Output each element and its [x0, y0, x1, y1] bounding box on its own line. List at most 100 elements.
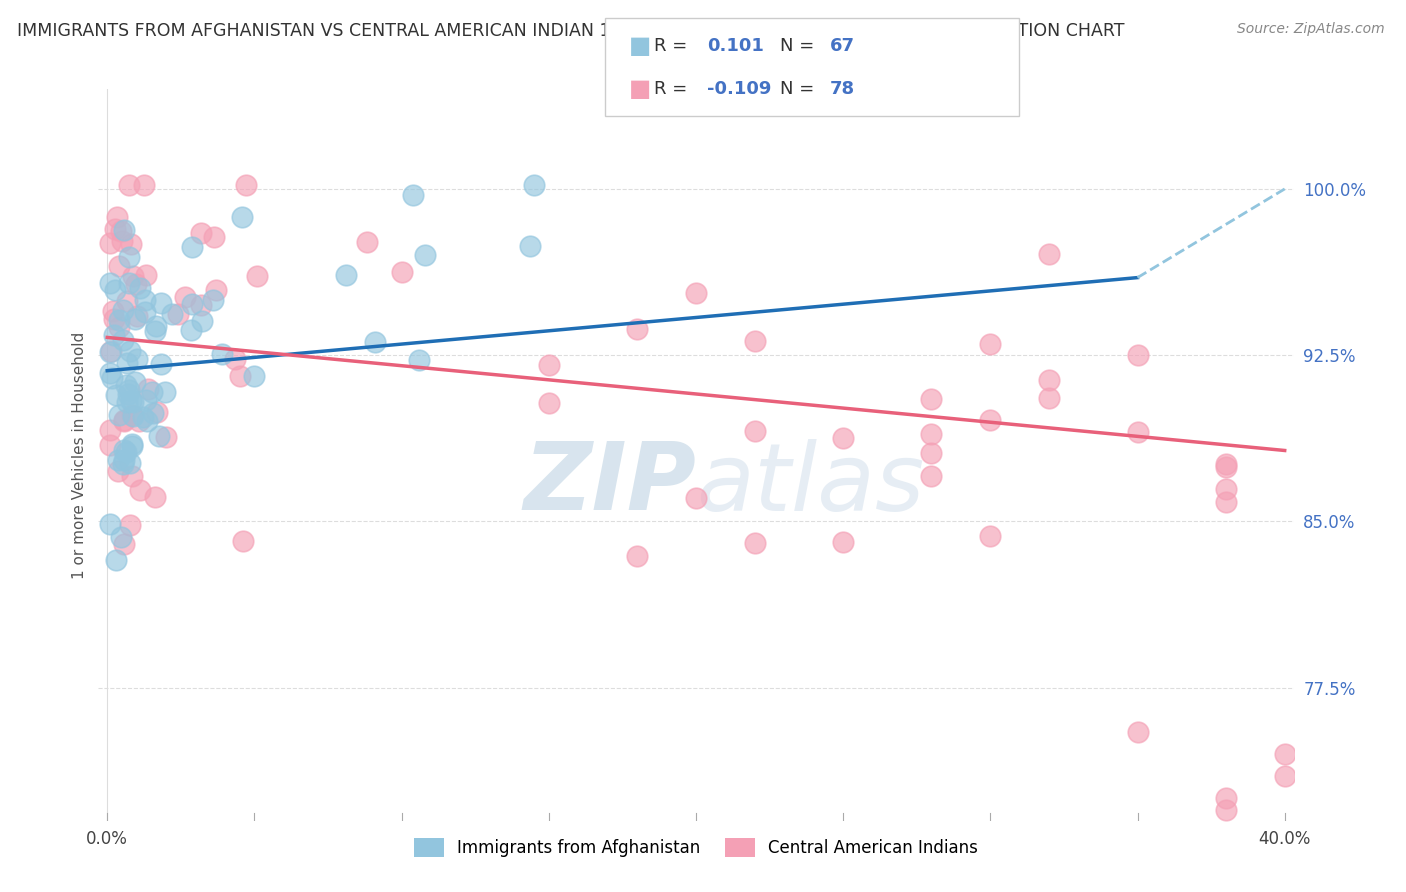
Point [103, 327, 125, 342]
Point [125, 277, 148, 292]
Point [110, 224, 132, 238]
Point [98, 276, 121, 290]
Point [136, 414, 159, 428]
Point [1126, 349, 1149, 363]
Point [107, 409, 129, 423]
Point [111, 333, 134, 347]
Point [105, 210, 128, 224]
Point [98, 516, 121, 531]
Point [117, 293, 139, 308]
Point [979, 336, 1001, 351]
Text: 0.101: 0.101 [707, 37, 763, 55]
Point [685, 491, 707, 505]
Point [626, 322, 648, 336]
Point [121, 469, 143, 483]
Point [1038, 247, 1060, 261]
Point [391, 265, 413, 279]
Point [115, 445, 138, 459]
Point [153, 385, 176, 400]
Point [101, 370, 124, 384]
Point [202, 293, 225, 308]
Point [232, 534, 254, 549]
Point [110, 530, 132, 544]
Point [402, 188, 425, 202]
Point [134, 304, 156, 318]
Text: atlas: atlas [696, 439, 924, 530]
Point [117, 250, 139, 264]
Point [1274, 747, 1296, 761]
Point [112, 537, 135, 551]
Point [117, 386, 139, 401]
Point [519, 239, 541, 253]
Point [143, 324, 166, 338]
Point [115, 377, 138, 392]
Point [120, 517, 142, 532]
Point [98, 235, 121, 250]
Point [98, 345, 121, 359]
Point [1215, 482, 1237, 496]
Point [413, 247, 436, 261]
Point [105, 388, 128, 402]
Point [107, 452, 129, 467]
Point [202, 229, 225, 244]
Point [125, 310, 148, 324]
Point [832, 535, 855, 549]
Point [246, 269, 269, 284]
Point [98, 437, 121, 451]
Point [134, 293, 156, 307]
Text: ■: ■ [628, 78, 651, 101]
Text: 67: 67 [830, 37, 855, 55]
Text: ■: ■ [628, 35, 651, 58]
Point [744, 424, 766, 438]
Point [744, 536, 766, 550]
Point [112, 413, 135, 427]
Point [128, 281, 150, 295]
Point [1126, 425, 1149, 440]
Point [685, 285, 707, 300]
Point [108, 312, 131, 326]
Point [211, 347, 233, 361]
Point [135, 268, 157, 282]
Point [191, 314, 214, 328]
Point [111, 234, 134, 248]
Point [1215, 803, 1237, 817]
Point [118, 343, 141, 358]
Point [1038, 374, 1060, 388]
Point [235, 178, 257, 192]
Point [142, 406, 165, 420]
Point [120, 236, 142, 251]
Point [108, 259, 131, 273]
Y-axis label: 1 or more Vehicles in Household: 1 or more Vehicles in Household [72, 331, 87, 579]
Point [124, 311, 146, 326]
Point [112, 443, 135, 458]
Point [115, 395, 138, 409]
Point [243, 369, 266, 384]
Point [229, 368, 252, 383]
Point [523, 178, 546, 192]
Point [122, 409, 145, 424]
Point [128, 483, 150, 497]
Point [205, 283, 228, 297]
Point [115, 356, 138, 370]
Point [117, 277, 139, 291]
Point [121, 439, 143, 453]
Point [180, 322, 202, 336]
Point [136, 382, 159, 396]
Point [408, 352, 430, 367]
Point [979, 529, 1001, 543]
Point [98, 424, 121, 438]
Point [920, 426, 942, 441]
Text: 78: 78 [830, 80, 855, 98]
Text: -0.109: -0.109 [707, 80, 772, 98]
Point [626, 549, 648, 564]
Point [920, 392, 942, 406]
Point [335, 268, 357, 282]
Point [112, 223, 135, 237]
Point [134, 178, 156, 192]
Point [100, 343, 122, 358]
Point [120, 393, 142, 408]
Point [148, 429, 170, 443]
Point [1038, 391, 1060, 405]
Point [103, 312, 125, 326]
Point [224, 351, 246, 366]
